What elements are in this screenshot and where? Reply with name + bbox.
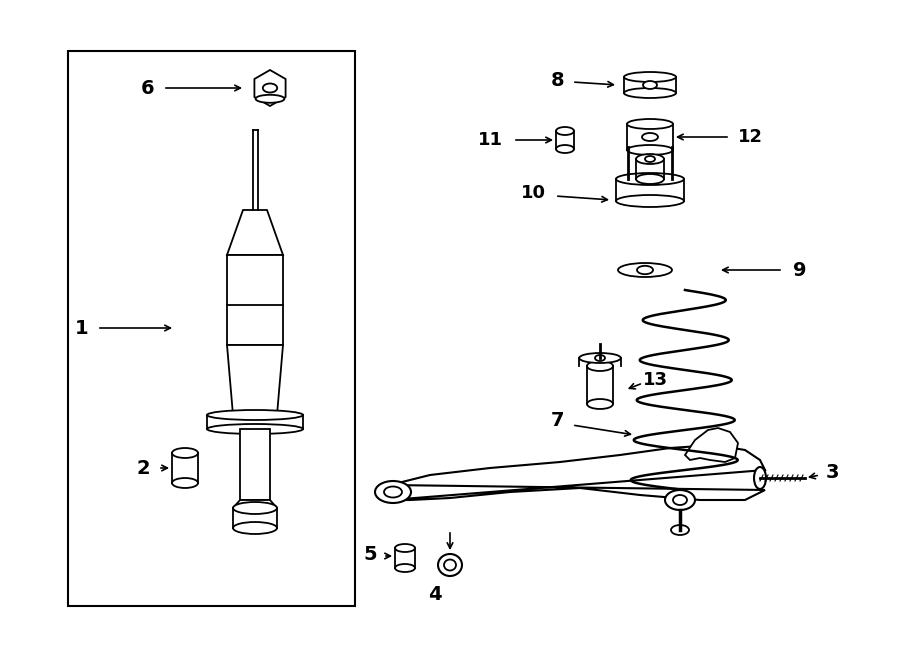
Ellipse shape <box>172 448 198 458</box>
Text: 12: 12 <box>737 128 762 146</box>
Ellipse shape <box>233 502 277 514</box>
Ellipse shape <box>233 522 277 534</box>
Ellipse shape <box>636 154 664 164</box>
Ellipse shape <box>556 145 574 153</box>
Ellipse shape <box>637 266 653 274</box>
Ellipse shape <box>627 119 673 129</box>
Ellipse shape <box>642 133 658 141</box>
Text: 3: 3 <box>825 463 839 483</box>
Bar <box>240 429 270 500</box>
Ellipse shape <box>645 156 655 162</box>
Text: 11: 11 <box>478 131 502 149</box>
Text: 10: 10 <box>520 184 545 202</box>
Ellipse shape <box>673 495 687 505</box>
Ellipse shape <box>587 399 613 409</box>
Ellipse shape <box>556 127 574 135</box>
Bar <box>207 415 303 429</box>
Ellipse shape <box>438 554 462 576</box>
Bar <box>233 508 277 528</box>
Polygon shape <box>685 428 738 462</box>
Ellipse shape <box>665 490 695 510</box>
Ellipse shape <box>263 83 277 93</box>
Ellipse shape <box>580 353 621 363</box>
Ellipse shape <box>643 81 657 89</box>
Text: 7: 7 <box>551 410 565 430</box>
Ellipse shape <box>624 72 676 82</box>
Ellipse shape <box>587 361 613 371</box>
Ellipse shape <box>616 195 684 207</box>
Ellipse shape <box>256 95 284 103</box>
Ellipse shape <box>595 355 605 361</box>
Ellipse shape <box>627 145 673 155</box>
Text: 8: 8 <box>551 71 565 89</box>
Bar <box>68 51 355 606</box>
Ellipse shape <box>395 544 415 552</box>
Text: 4: 4 <box>428 586 442 605</box>
Ellipse shape <box>618 263 672 277</box>
Polygon shape <box>227 210 283 255</box>
Ellipse shape <box>207 424 303 434</box>
Bar <box>172 453 198 483</box>
Ellipse shape <box>207 410 303 420</box>
Ellipse shape <box>375 481 411 503</box>
Ellipse shape <box>616 173 684 185</box>
Ellipse shape <box>671 525 689 535</box>
Ellipse shape <box>754 467 766 489</box>
Ellipse shape <box>444 559 456 570</box>
Ellipse shape <box>636 174 664 184</box>
Polygon shape <box>390 445 765 500</box>
Ellipse shape <box>395 564 415 572</box>
Polygon shape <box>227 345 283 415</box>
Text: 2: 2 <box>136 459 149 477</box>
Ellipse shape <box>624 88 676 98</box>
Ellipse shape <box>384 486 402 498</box>
Polygon shape <box>255 70 285 106</box>
Text: 1: 1 <box>76 319 89 338</box>
Text: 6: 6 <box>141 79 155 98</box>
Text: 5: 5 <box>364 545 377 564</box>
Ellipse shape <box>172 478 198 488</box>
Bar <box>227 255 283 345</box>
Text: 9: 9 <box>793 260 806 280</box>
Text: 13: 13 <box>643 371 668 389</box>
Polygon shape <box>233 500 277 508</box>
